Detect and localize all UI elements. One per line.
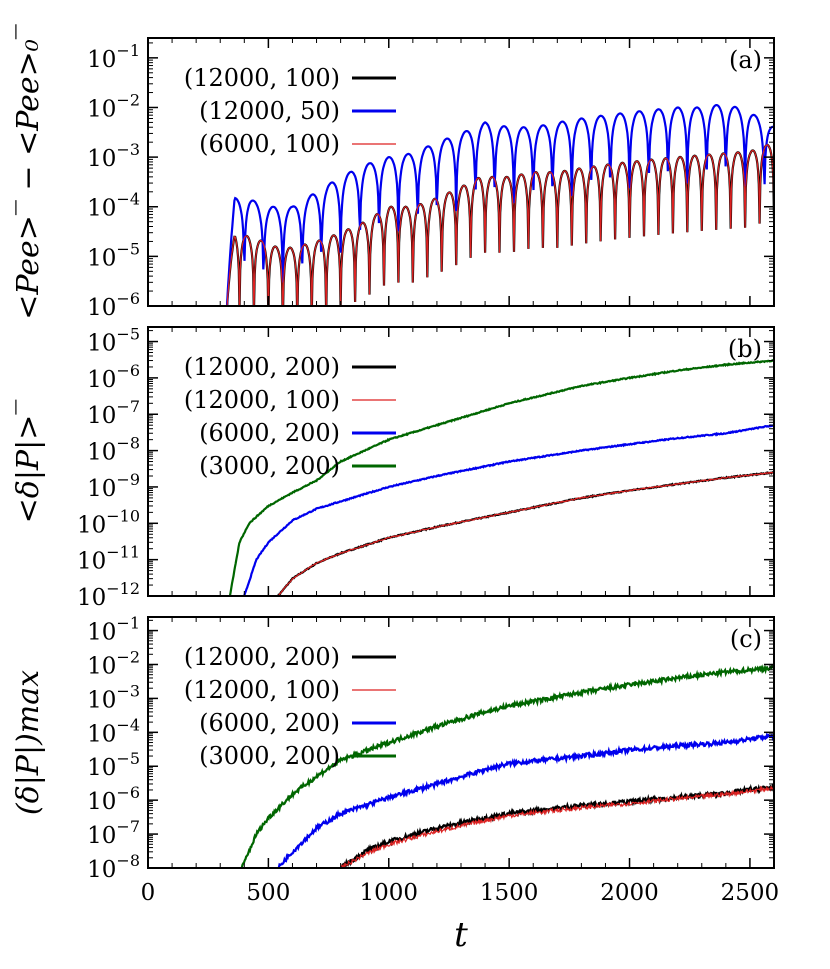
series-line-1: [226, 143, 774, 306]
series-line-4: [240, 664, 774, 868]
legend-label: (6000, 200): [199, 419, 340, 447]
legend-label: (12000, 100): [184, 676, 340, 704]
legend-label: (12000, 100): [184, 64, 340, 92]
series-line-3: [243, 424, 774, 596]
y-tick-label: 10−6: [87, 783, 140, 815]
legend-label: (12000, 200): [184, 643, 340, 671]
legend-label: (6000, 200): [199, 709, 340, 737]
series-line-1: [277, 471, 774, 596]
y-tick-label: 10−7: [87, 397, 140, 429]
panel-1: 10−6 10−5 10−4 10−3 10−2 10−1 (a) (12000, 100) (…: [11, 24, 775, 321]
y-tick-label: 10−5: [87, 239, 140, 271]
y-tick-label: 10−12: [77, 579, 140, 611]
y-tick-label: 10−10: [77, 506, 140, 538]
panel-label: (b): [728, 335, 762, 363]
series-group: [240, 664, 774, 868]
panel-label: (a): [729, 46, 762, 74]
y-tick-label: 10−1: [87, 614, 140, 646]
y-tick-label: 10−1: [87, 41, 140, 73]
x-axis: 0 500 1000 1500 2000 2500 t: [141, 880, 780, 955]
series-line-3: [277, 732, 774, 868]
y-tick-label: 10−4: [87, 190, 140, 222]
y-tick-label: 10−6: [87, 361, 140, 393]
y-tick-label: 10−5: [87, 749, 140, 781]
y-tick-label: 10−3: [87, 140, 140, 172]
legend-label: (3000, 200): [199, 742, 340, 770]
x-tick-label: 500: [246, 880, 290, 906]
x-tick-label: 1500: [480, 880, 539, 906]
series-line-3: [226, 144, 774, 306]
x-axis-label: t: [454, 915, 468, 955]
x-tick-label: 2500: [721, 880, 780, 906]
x-tick-label: 0: [141, 880, 156, 906]
legend-label: (3000, 200): [199, 452, 340, 480]
x-tick-label: 1000: [359, 880, 418, 906]
y-tick-label: 10−5: [87, 325, 140, 357]
series-line-2: [340, 785, 774, 868]
y-tick-label: 10−11: [77, 543, 140, 575]
x-tick-label: 2000: [600, 880, 659, 906]
legend-label: (12000, 100): [184, 386, 340, 414]
series-line-2: [277, 471, 774, 596]
y-tick-label: 10−9: [87, 470, 140, 502]
y-tick-label: 10−6: [87, 289, 140, 321]
y-axis-label: <Pee>‾ − <Pee>₀‾: [11, 24, 46, 319]
panel-label: (c): [730, 625, 762, 653]
series-line-1: [340, 782, 774, 868]
legend-label: (6000, 100): [199, 130, 340, 158]
series-group: [228, 358, 774, 596]
y-axis-label: (δ|P|)max: [11, 670, 46, 815]
legend-label: (12000, 50): [199, 97, 340, 125]
y-tick-label: 10−8: [87, 851, 140, 883]
panel-2: 10−12 10−11 10−10 10−9 10−8 10−7 10−6 10−5 (b) (1…: [11, 325, 775, 611]
y-tick-label: 10−7: [87, 817, 140, 849]
series-line-4: [228, 358, 774, 596]
y-tick-label: 10−2: [87, 647, 140, 679]
y-tick-label: 10−4: [87, 715, 140, 747]
y-axis-label: <δ|P|>‾: [11, 400, 46, 524]
y-tick-label: 10−2: [87, 90, 140, 122]
series-line-2: [225, 104, 774, 306]
legend-label: (12000, 200): [184, 353, 340, 381]
y-tick-label: 10−8: [87, 434, 140, 466]
series-group: [225, 104, 774, 306]
panel-3: 10−810−710−610−510−410−310−210−1 (c) (1200…: [11, 614, 775, 883]
y-tick-label: 10−3: [87, 681, 140, 713]
